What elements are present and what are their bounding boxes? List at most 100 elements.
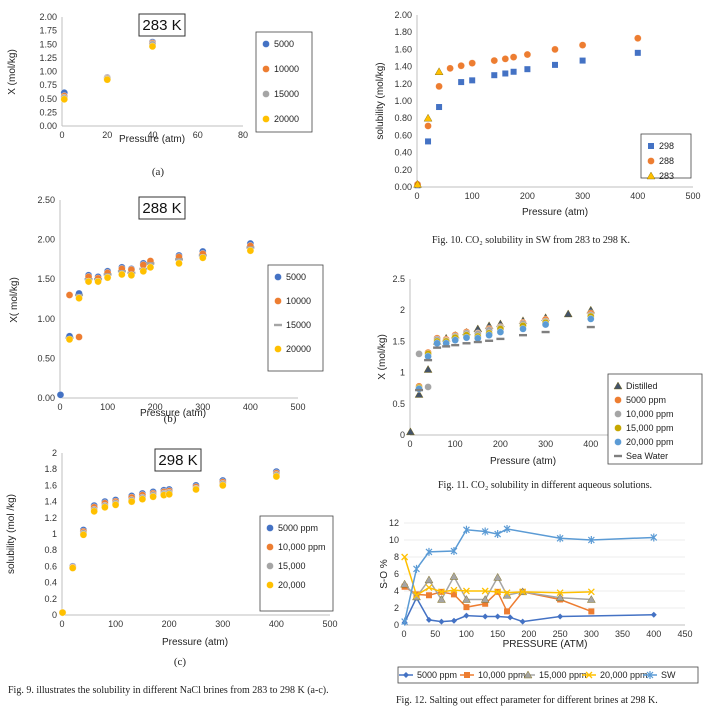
series-line [403,596,654,623]
legend-label: 5000 ppm [278,523,318,533]
data-point [541,330,550,334]
legend-box [255,31,313,133]
legend-label: 5000 [274,39,294,49]
data-point [435,82,443,91]
x-axis-title: Pressure (atm) [490,456,556,467]
y-tick-label: 2 [400,305,405,315]
legend-marker [262,65,270,73]
data-point [462,342,471,345]
x-tick-label: 100 [465,191,480,201]
legend-box [397,666,699,684]
data-point [556,589,564,597]
y-axis-title: X( mol/kg) [9,277,20,323]
data-point [503,589,511,597]
x-tick-label: 0 [57,402,62,412]
legend-label: 5000 [286,272,306,282]
data-point [650,533,658,542]
x-tick-label: 40 [147,130,157,140]
legend-marker [274,345,282,353]
data-point [496,337,505,341]
legend-label: 15,000 ppm [626,423,674,433]
legend-marker [266,562,274,570]
y-axis-title: S-O % [379,559,390,589]
x-tick-label: 150 [490,629,505,639]
data-point [438,588,445,596]
data-point [58,608,67,617]
y-tick-label: 0.50 [37,353,55,363]
y-axis-title: solubility (mol/kg) [375,62,386,139]
legend-label: 283 [659,171,674,181]
y-tick-label: 2 [394,603,399,613]
legend-marker [646,671,654,679]
x-tick-label: 100 [108,619,123,629]
data-point [469,77,476,84]
data-point [438,618,445,625]
data-point [425,138,432,145]
data-point [480,595,490,603]
data-point [509,53,518,61]
data-point [425,592,432,599]
y-tick-label: 0.75 [39,80,57,90]
data-point [415,350,423,358]
legend-label: 10,000 ppm [626,409,674,419]
y-tick-label: 12 [389,518,399,528]
caption-fig12: Fig. 12. Salting out effect parameter fo… [396,695,658,706]
legend-marker [262,90,270,98]
x-tick-label: 400 [583,439,598,449]
data-point [519,588,527,596]
data-point [139,267,147,275]
y-tick-label: 1.00 [39,67,57,77]
data-point [503,524,511,533]
data-point [65,335,74,344]
data-point [579,57,586,64]
data-point [587,315,595,323]
x-axis-title: Pressure (atm) [119,134,185,145]
chart-title-box [138,13,186,37]
y-tick-label: 1.60 [394,44,412,54]
data-point [424,122,432,130]
data-point [128,497,136,506]
x-axis-title: Pressure (atm) [522,207,588,218]
y-tick-label: 8 [394,552,399,562]
x-tick-label: 20 [102,130,112,140]
data-point [457,62,465,70]
data-point [496,328,505,336]
data-point [219,481,227,490]
x-tick-label: 300 [195,402,210,412]
y-tick-label: 2 [52,448,57,458]
x-tick-label: 350 [615,629,630,639]
data-point [451,336,459,344]
x-tick-label: 200 [148,402,163,412]
data-point [446,64,454,72]
legend-label: 298 [659,141,674,151]
data-point [424,383,432,391]
data-point [494,588,502,596]
y-tick-label: 0.00 [37,393,55,403]
legend-label: 15000 [274,89,299,99]
y-tick-label: 1 [52,529,57,539]
y-tick-label: 0.40 [394,148,412,158]
x-axis-title: Pressure (atm) [162,637,228,648]
data-point [425,547,433,556]
data-point [60,95,68,103]
legend-label: 10000 [286,296,311,306]
data-point [442,345,451,348]
data-point [519,325,527,333]
data-point [504,608,511,615]
legend-marker [585,671,593,679]
y-tick-label: 1.80 [394,27,412,37]
x-tick-label: 250 [553,629,568,639]
data-point [84,277,93,286]
data-point [246,247,255,255]
x-tick-label: 400 [646,629,661,639]
legend-marker [614,410,622,418]
data-point [400,579,409,588]
legend-marker [614,396,622,404]
data-point [424,358,433,362]
panel-label: (b) [164,413,177,425]
legend-label: Distilled [626,381,658,391]
legend-box [640,133,692,179]
data-point [139,261,147,269]
chart-title: 298 K [158,452,197,469]
